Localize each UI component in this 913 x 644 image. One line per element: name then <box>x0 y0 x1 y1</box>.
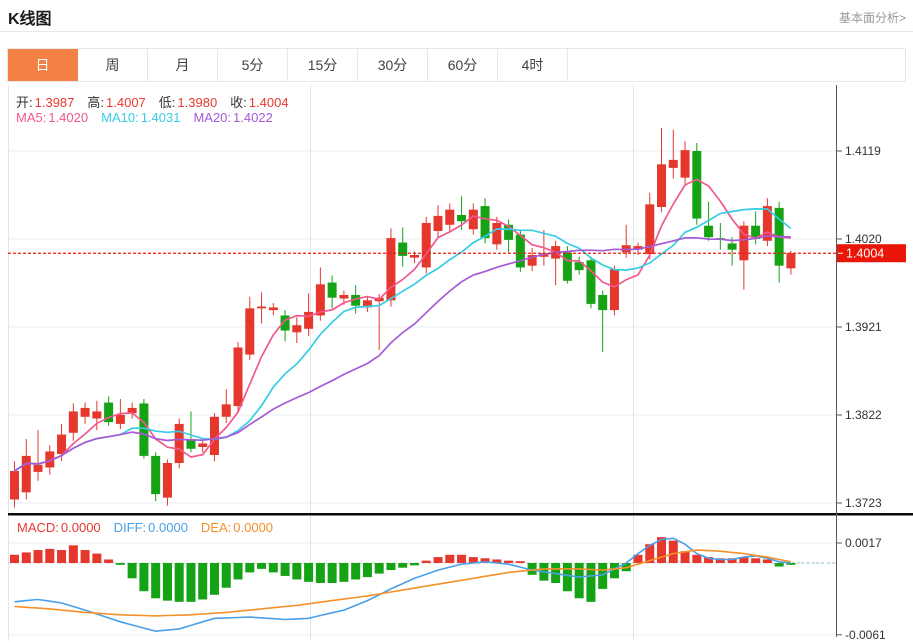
period-tab-6[interactable]: 30分 <box>358 49 428 81</box>
page-title: K线图 <box>8 11 52 28</box>
axis-tick-label: 1.4119 <box>845 144 881 158</box>
fundamental-analysis-link[interactable]: 基本面分析> <box>838 11 906 25</box>
ohlc-info-row: 开: 1.3987 高: 1.4007 低: 1.3980 收: 1.4004 <box>16 92 302 111</box>
info-item: DIFF: 0.0000 <box>113 520 188 535</box>
axis-tick-label: 0.0017 <box>845 536 882 550</box>
panel-separator <box>8 513 913 516</box>
info-item: 低: 1.3980 <box>158 95 218 110</box>
ma-lines <box>14 178 792 472</box>
info-item: MA5: 1.4020 <box>16 110 89 125</box>
info-item: MA20: 1.4022 <box>193 110 273 125</box>
kline-chart[interactable]: 1.4119 1.4020 1.3921 1.3822 1.3723 0.0017 -0.0… <box>0 85 913 644</box>
diff-line <box>14 537 791 633</box>
info-item: 收: 1.4004 <box>230 95 289 110</box>
axis-tick-label: -0.0061 <box>845 628 886 642</box>
dea-line <box>14 549 792 617</box>
ma-info-row: MA5: 1.4020 MA10: 1.4031 MA20: 1.4022 <box>16 110 286 125</box>
widget-header: K线图 基本面分析> <box>0 0 913 32</box>
axis-tick-label: 1.4020 <box>845 232 882 246</box>
macd-histogram <box>10 537 796 602</box>
axis-tick-label: 1.3723 <box>845 496 882 510</box>
period-tabbar: 日周月 5分 15分 30分 60分 4时 <box>7 48 906 82</box>
period-tab-7[interactable]: 60分 <box>428 49 498 81</box>
info-item: 开: 1.3987 <box>16 95 75 110</box>
ma5-line <box>14 178 791 472</box>
info-item: 高: 1.4007 <box>87 95 146 110</box>
ma20-line <box>14 235 791 472</box>
macd-info-row: MACD: 0.0000 DIFF: 0.0000 DEA: 0.0000 <box>17 520 286 535</box>
period-tab-8[interactable]: 4时 <box>498 49 568 81</box>
current-price-tag: 1.4004 <box>837 244 906 263</box>
info-item: MA10: 1.4031 <box>101 110 181 125</box>
period-tab-4[interactable]: 5分 <box>218 49 288 81</box>
info-item: MACD: 0.0000 <box>17 520 101 535</box>
current-price-label: 1.4004 <box>846 247 884 261</box>
ma10-line <box>14 208 792 472</box>
period-tab-3[interactable]: 月 <box>148 49 218 81</box>
period-tab-2[interactable]: 周 <box>78 49 148 81</box>
period-tab-5[interactable]: 15分 <box>288 49 358 81</box>
period-tab-1[interactable]: 日 <box>8 49 78 81</box>
axis-tick-label: 1.3921 <box>845 320 882 334</box>
info-item: DEA: 0.0000 <box>200 520 274 535</box>
candles-layer <box>10 127 796 508</box>
price-axis: 1.4119 1.4020 1.3921 1.3822 1.3723 0.0017 -0.0… <box>836 85 886 642</box>
axis-tick-label: 1.3822 <box>845 408 882 422</box>
